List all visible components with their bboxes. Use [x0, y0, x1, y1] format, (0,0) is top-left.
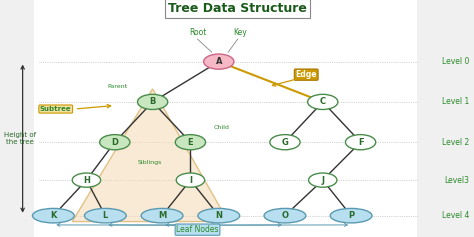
Text: Tree Data Structure: Tree Data Structure — [168, 2, 307, 15]
Text: Level 1: Level 1 — [442, 97, 469, 106]
Circle shape — [100, 135, 130, 150]
Text: N: N — [215, 211, 222, 220]
Text: Level 4: Level 4 — [442, 211, 469, 220]
Ellipse shape — [32, 208, 74, 223]
FancyBboxPatch shape — [35, 0, 417, 237]
Ellipse shape — [141, 208, 183, 223]
Text: E: E — [188, 138, 193, 147]
Circle shape — [175, 135, 206, 150]
Circle shape — [346, 135, 376, 150]
Circle shape — [204, 54, 234, 69]
Ellipse shape — [264, 208, 306, 223]
Text: Parent: Parent — [107, 84, 127, 89]
Ellipse shape — [330, 208, 372, 223]
Text: I: I — [189, 176, 192, 185]
Circle shape — [309, 173, 337, 187]
Text: L: L — [103, 211, 108, 220]
Text: G: G — [282, 138, 288, 147]
Text: J: J — [321, 176, 324, 185]
Text: Root: Root — [189, 28, 206, 37]
Text: D: D — [111, 138, 118, 147]
Circle shape — [270, 135, 300, 150]
Text: K: K — [50, 211, 56, 220]
Text: P: P — [348, 211, 354, 220]
Polygon shape — [72, 89, 228, 222]
Text: Leaf Nodes: Leaf Nodes — [176, 225, 219, 234]
Text: C: C — [319, 97, 326, 106]
Text: A: A — [216, 57, 222, 66]
Text: Level 2: Level 2 — [442, 138, 469, 147]
Text: B: B — [149, 97, 156, 106]
Text: Edge: Edge — [295, 70, 317, 79]
Text: Key: Key — [233, 28, 247, 37]
Circle shape — [308, 94, 338, 109]
Circle shape — [137, 94, 168, 109]
Text: Level3: Level3 — [444, 176, 469, 185]
Text: Height of
the tree: Height of the tree — [4, 132, 36, 145]
Ellipse shape — [84, 208, 126, 223]
Text: Subtree: Subtree — [40, 106, 72, 112]
Circle shape — [72, 173, 100, 187]
Text: Child: Child — [213, 125, 229, 130]
Text: F: F — [358, 138, 364, 147]
Text: O: O — [282, 211, 289, 220]
Text: H: H — [83, 176, 90, 185]
Circle shape — [176, 173, 205, 187]
Text: M: M — [158, 211, 166, 220]
Ellipse shape — [198, 208, 240, 223]
Text: Level 0: Level 0 — [442, 57, 469, 66]
Text: Siblings: Siblings — [138, 160, 163, 165]
